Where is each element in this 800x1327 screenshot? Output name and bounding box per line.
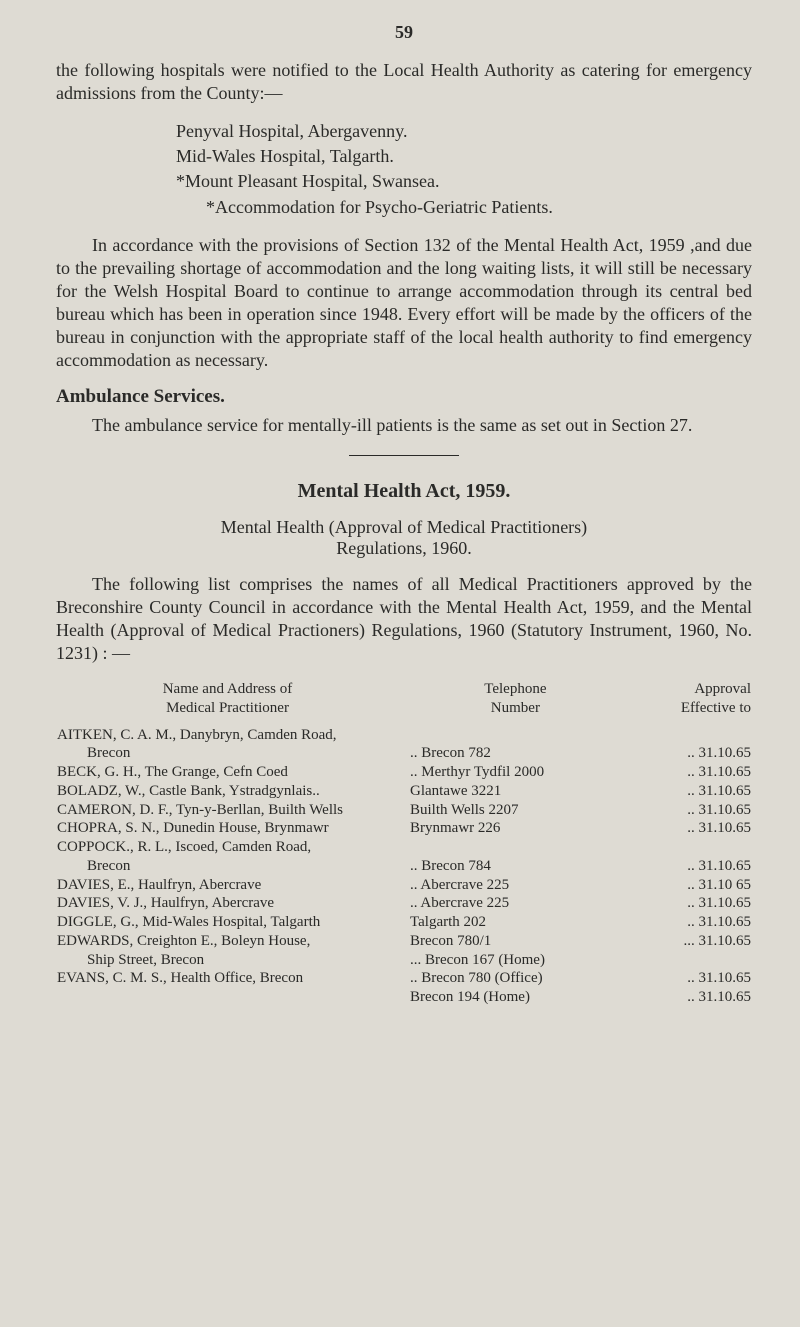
cell-approval: .. 31.10.65 [627,913,752,932]
th-telephone: Telephone Number [404,679,627,726]
cell-approval: .. 31.10.65 [627,894,752,913]
cell-telephone: .. Merthyr Tydfil 2000 [404,763,627,782]
hospital-item: Penyval Hospital, Abergavenny. [176,119,752,144]
cell-name: CAMERON, D. F., Tyn-y-Berllan, Builth We… [56,801,404,820]
hospital-item: Mid-Wales Hospital, Talgarth. [176,144,752,169]
cell-telephone: .. Abercrave 225 [404,894,627,913]
cell-approval: .. 31.10.65 [627,988,752,1007]
cell-name: EDWARDS, Creighton E., Boleyn House, [56,932,404,951]
cell-name: Brecon [56,857,404,876]
table-row: AITKEN, C. A. M., Danybryn, Camden Road, [56,726,752,745]
table-row: BECK, G. H., The Grange, Cefn Coed.. Mer… [56,763,752,782]
cell-approval: .. 31.10.65 [627,819,752,838]
table-row: CAMERON, D. F., Tyn-y-Berllan, Builth We… [56,801,752,820]
cell-telephone: Glantawe 3221 [404,782,627,801]
cell-approval: .. 31.10 65 [627,876,752,895]
cell-telephone: .. Brecon 782 [404,744,627,763]
ambulance-heading: Ambulance Services. [56,386,752,408]
th-tel-line1: Telephone [484,681,546,697]
cell-telephone: .. Brecon 780 (Office) [404,969,627,988]
cell-name: COPPOCK., R. L., Iscoed, Camden Road, [56,838,404,857]
hospital-item: *Mount Pleasant Hospital, Swansea. [176,169,752,194]
table-row: EVANS, C. M. S., Health Office, Brecon..… [56,969,752,988]
cell-approval [627,726,752,745]
cell-name: DIGGLE, G., Mid-Wales Hospital, Talgarth [56,913,404,932]
th-app-line2: Effective to [681,700,751,716]
paragraph-3: The ambulance service for mentally-ill p… [56,414,752,437]
cell-approval: .. 31.10.65 [627,782,752,801]
cell-name: Ship Street, Brecon [56,951,404,970]
cell-telephone: Brecon 194 (Home) [404,988,627,1007]
cell-name [56,988,404,1007]
cell-name: DAVIES, E., Haulfryn, Abercrave [56,876,404,895]
cell-name: AITKEN, C. A. M., Danybryn, Camden Road, [56,726,404,745]
paragraph-2: In accordance with the provisions of Sec… [56,234,752,372]
table-body: AITKEN, C. A. M., Danybryn, Camden Road,… [56,726,752,1007]
th-approval: Approval Effective to [627,679,752,726]
table-row: Ship Street, Brecon... Brecon 167 (Home) [56,951,752,970]
table-header-row: Name and Address of Medical Practitioner… [56,679,752,726]
table-row: Brecon 194 (Home).. 31.10.65 [56,988,752,1007]
table-row: DAVIES, V. J., Haulfryn, Abercrave.. Abe… [56,894,752,913]
table-row: Brecon.. Brecon 784.. 31.10.65 [56,857,752,876]
cell-approval: .. 31.10.65 [627,969,752,988]
cell-telephone: Brynmawr 226 [404,819,627,838]
divider-rule [349,455,459,456]
cell-approval: .. 31.10.65 [627,744,752,763]
cell-telephone: Brecon 780/1 [404,932,627,951]
practitioners-table: Name and Address of Medical Practitioner… [56,679,752,1007]
reg-line-2: Regulations, 1960. [336,538,472,558]
table-row: CHOPRA, S. N., Dunedin House, BrynmawrBr… [56,819,752,838]
paragraph-1: the following hospitals were notified to… [56,59,752,105]
cell-telephone: Talgarth 202 [404,913,627,932]
cell-approval: .. 31.10.65 [627,763,752,782]
cell-name: DAVIES, V. J., Haulfryn, Abercrave [56,894,404,913]
table-row: DAVIES, E., Haulfryn, Abercrave.. Abercr… [56,876,752,895]
table-row: EDWARDS, Creighton E., Boleyn House,Brec… [56,932,752,951]
cell-approval: ... 31.10.65 [627,932,752,951]
page: 59 the following hospitals were notified… [0,0,800,1047]
cell-name: CHOPRA, S. N., Dunedin House, Brynmawr [56,819,404,838]
cell-approval [627,838,752,857]
th-app-line1: Approval [694,681,751,697]
table-row: COPPOCK., R. L., Iscoed, Camden Road, [56,838,752,857]
cell-telephone: .. Brecon 784 [404,857,627,876]
regulations-line: Mental Health (Approval of Medical Pract… [56,517,752,559]
cell-approval [627,951,752,970]
reg-line-1: Mental Health (Approval of Medical Pract… [221,517,587,537]
table-row: BOLADZ, W., Castle Bank, Ystradgynlais..… [56,782,752,801]
act-heading: Mental Health Act, 1959. [56,480,752,503]
th-name-line2: Medical Practitioner [166,700,289,716]
cell-name: EVANS, C. M. S., Health Office, Brecon [56,969,404,988]
table-row: Brecon.. Brecon 782.. 31.10.65 [56,744,752,763]
cell-telephone [404,838,627,857]
cell-telephone: Builth Wells 2207 [404,801,627,820]
paragraph-4: The following list comprises the names o… [56,573,752,665]
cell-name: BECK, G. H., The Grange, Cefn Coed [56,763,404,782]
table-row: DIGGLE, G., Mid-Wales Hospital, Talgarth… [56,913,752,932]
th-name-line1: Name and Address of [163,681,293,697]
cell-approval: .. 31.10.65 [627,801,752,820]
th-name: Name and Address of Medical Practitioner [56,679,404,726]
cell-telephone [404,726,627,745]
cell-approval: .. 31.10.65 [627,857,752,876]
page-number: 59 [56,22,752,43]
cell-name: BOLADZ, W., Castle Bank, Ystradgynlais.. [56,782,404,801]
hospital-list: Penyval Hospital, Abergavenny. Mid-Wales… [176,119,752,220]
cell-telephone: .. Abercrave 225 [404,876,627,895]
cell-telephone: ... Brecon 167 (Home) [404,951,627,970]
cell-name: Brecon [56,744,404,763]
hospital-item: *Accommodation for Psycho-Geriatric Pati… [206,195,752,220]
th-tel-line2: Number [491,700,540,716]
